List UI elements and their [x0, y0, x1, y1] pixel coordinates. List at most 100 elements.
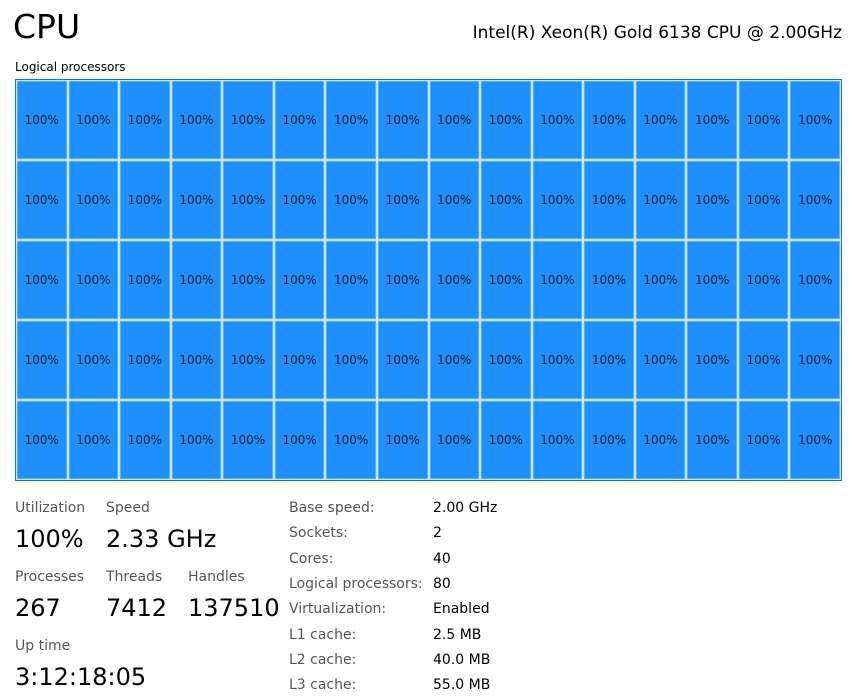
cpu-cell: 100% [532, 321, 583, 399]
cpu-cell: 100% [687, 81, 737, 159]
cpu-cell: 100% [17, 401, 67, 479]
cpu-cell: 100% [635, 321, 686, 399]
cpu-cell: 100% [377, 161, 428, 239]
cpu-cell: 100% [429, 241, 480, 319]
cpu-cell: 100% [68, 321, 119, 399]
cpu-cell: 100% [326, 81, 376, 159]
cpu-cell: 100% [429, 81, 480, 159]
stat-label: Speed [106, 500, 150, 516]
cpu-cell: 100% [120, 321, 170, 399]
cpu-cell: 100% [584, 81, 634, 159]
detail-value: 2 [433, 525, 442, 542]
cpu-cell: 100% [687, 161, 737, 239]
cpu-cell: 100% [120, 401, 170, 479]
cpu-cell: 100% [68, 81, 119, 159]
cpu-cell: 100% [532, 81, 583, 159]
cpu-cell: 100% [738, 401, 789, 479]
cpu-cell: 100% [481, 161, 531, 239]
cpu-cell: 100% [687, 321, 737, 399]
cpu-cell: 100% [274, 241, 325, 319]
detail-label: L3 cache: [289, 677, 357, 694]
cpu-cell: 100% [171, 81, 222, 159]
detail-value: 2.00 GHz [433, 500, 498, 516]
cpu-cell: 100% [635, 241, 686, 319]
cpu-cell: 100% [584, 161, 634, 239]
cpu-model: Intel(R) Xeon(R) Gold 6138 CPU @ 2.00GHz [472, 23, 842, 43]
cpu-cell: 100% [17, 161, 67, 239]
cpu-cell: 100% [584, 401, 634, 479]
cpu-cell: 100% [120, 241, 170, 319]
stat-label: Processes [15, 569, 85, 585]
processor-grid: 100% 100% 100% 100% 100% 100% 100% 100% 100% 100%… [15, 79, 842, 481]
stat-value: 100% [15, 525, 84, 553]
detail-label: Base speed: [289, 500, 375, 516]
cpu-cell: 100% [17, 241, 67, 319]
cpu-cell: 100% [738, 321, 789, 399]
cpu-cell: 100% [326, 401, 376, 479]
cpu-cell: 100% [481, 321, 531, 399]
detail-value: 55.0 MB [433, 677, 491, 694]
cpu-cell: 100% [790, 81, 840, 159]
cpu-cell: 100% [274, 401, 325, 479]
cpu-cell: 100% [274, 321, 325, 399]
detail-label: L2 cache: [289, 651, 357, 668]
cpu-cell: 100% [120, 161, 170, 239]
cpu-cell: 100% [738, 241, 789, 319]
cpu-cell: 100% [171, 241, 222, 319]
cpu-cell: 100% [429, 321, 480, 399]
cpu-cell: 100% [68, 241, 119, 319]
detail-label: L1 cache: [289, 626, 357, 643]
cpu-cell: 100% [635, 81, 686, 159]
cpu-cell: 100% [171, 161, 222, 239]
cpu-cell: 100% [223, 321, 273, 399]
cpu-cell: 100% [429, 161, 480, 239]
cpu-cell: 100% [326, 241, 376, 319]
cpu-cell: 100% [687, 241, 737, 319]
stat-label: Handles [188, 569, 245, 585]
cpu-cell: 100% [377, 241, 428, 319]
cpu-cell: 100% [481, 81, 531, 159]
stat-label: Utilization [15, 500, 86, 516]
detail-value: 80 [433, 575, 451, 592]
cpu-cell: 100% [120, 81, 170, 159]
stat-value: 267 [15, 594, 61, 622]
cpu-cell: 100% [68, 161, 119, 239]
cpu-cell: 100% [584, 241, 634, 319]
grid-label: Logical processors [15, 60, 126, 74]
cpu-cell: 100% [635, 401, 686, 479]
cpu-cell: 100% [738, 81, 789, 159]
stat-value: 2.33 GHz [106, 525, 217, 553]
detail-value: 2.5 MB [433, 626, 482, 643]
cpu-cell: 100% [790, 401, 840, 479]
cpu-cell: 100% [223, 81, 273, 159]
cpu-cell: 100% [481, 241, 531, 319]
cpu-cell: 100% [17, 321, 67, 399]
cpu-cell: 100% [584, 321, 634, 399]
cpu-cell: 100% [532, 241, 583, 319]
cpu-cell: 100% [790, 161, 840, 239]
cpu-cell: 100% [481, 401, 531, 479]
cpu-cell: 100% [326, 321, 376, 399]
stat-value: 3:12:18:05 [15, 663, 147, 691]
cpu-cell: 100% [687, 401, 737, 479]
stat-label: Up time [15, 638, 71, 654]
detail-value: 40 [433, 550, 451, 567]
detail-label: Cores: [289, 550, 334, 567]
cpu-cell: 100% [171, 321, 222, 399]
cpu-cell: 100% [223, 241, 273, 319]
cpu-cell: 100% [17, 81, 67, 159]
cpu-cell: 100% [68, 401, 119, 479]
cpu-cell: 100% [326, 161, 376, 239]
stat-value: 7412 [106, 594, 168, 622]
cpu-cell: 100% [790, 321, 840, 399]
cpu-cell: 100% [738, 161, 789, 239]
cpu-cell: 100% [223, 401, 273, 479]
detail-value: Enabled [433, 601, 490, 618]
detail-label: Virtualization: [289, 601, 387, 618]
cpu-cell: 100% [532, 161, 583, 239]
detail-label: Sockets: [289, 525, 348, 542]
stat-value: 137510 [188, 594, 280, 622]
cpu-cell: 100% [274, 81, 325, 159]
cpu-cell: 100% [635, 161, 686, 239]
